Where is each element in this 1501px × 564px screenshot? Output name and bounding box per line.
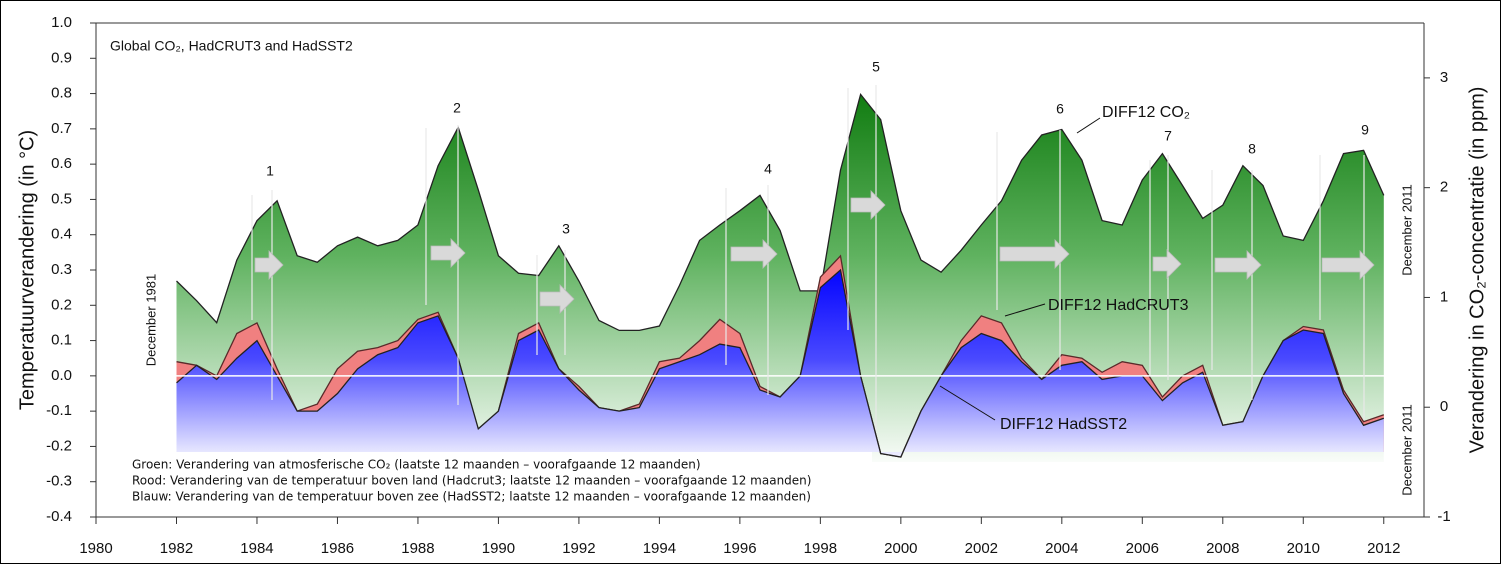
chart-title: Global CO₂, HadCRUT3 and HadSST2	[110, 38, 353, 54]
y2-tick-label: 3	[1440, 69, 1448, 86]
y-tick-label: 0.6	[51, 155, 72, 172]
x-tick-label: 2004	[1045, 540, 1078, 557]
peak-label: 8	[1248, 141, 1256, 157]
arrow	[999, 239, 1070, 269]
y2-tick-label: -1	[1437, 508, 1450, 525]
arrow	[730, 239, 778, 269]
note-text: Blauw: Verandering van de temperatuur bo…	[132, 490, 811, 504]
y2-tick-label: 1	[1440, 288, 1448, 305]
date-label: December 2011	[1399, 184, 1414, 276]
x-tick-label: 1982	[160, 540, 193, 557]
x-tick-label: 1990	[482, 540, 515, 557]
x-tick-label: 2006	[1126, 540, 1159, 557]
x-tick-label: 1992	[562, 540, 595, 557]
area-outline	[176, 268, 1385, 458]
y-axis-label: Temperatuurverandering (in °C)	[16, 130, 38, 410]
arrow	[430, 238, 466, 268]
x-tick-label: 1980	[79, 540, 112, 557]
arrow	[539, 284, 575, 314]
y-tick-label: 0.8	[51, 85, 72, 102]
peak-label: 4	[764, 161, 772, 177]
leader-line	[1076, 117, 1101, 134]
x-tick-label: 1998	[804, 540, 837, 557]
peak-label: 3	[562, 221, 570, 237]
y-tick-label: 0.4	[51, 226, 72, 243]
x-tick-label: 2008	[1206, 540, 1239, 557]
series-label: DIFF12 HadCRUT3	[1048, 297, 1189, 314]
y-tick-label: 0.0	[51, 367, 72, 384]
peak-label: 7	[1164, 128, 1172, 144]
notes-box	[124, 452, 872, 508]
y-tick-label: -0.4	[46, 508, 72, 525]
plot-area	[176, 85, 1386, 463]
x-tick-label: 2012	[1367, 540, 1400, 557]
x-tick-label: 1996	[723, 540, 756, 557]
area	[176, 270, 1384, 457]
arrow	[254, 250, 284, 280]
y-tick-label: 0.5	[51, 190, 72, 207]
x-tick-label: 1984	[240, 540, 273, 557]
peak-label: 1	[266, 163, 274, 179]
date-label: December 1981	[143, 274, 158, 367]
y-tick-label: -0.1	[46, 402, 72, 419]
y-tick-label: 0.9	[51, 49, 72, 66]
x-tick-label: 1988	[401, 540, 434, 557]
area-outline	[176, 92, 1385, 332]
y2-tick-label: 2	[1440, 179, 1448, 196]
arrow	[1321, 250, 1375, 280]
y2-tick-label: 0	[1440, 398, 1448, 415]
y-tick-label: 0.2	[51, 296, 72, 313]
y2-axis-label: Verandering in CO₂-concentratie (in ppm)	[1466, 87, 1488, 454]
leader-line	[939, 385, 996, 421]
y-tick-label: 0.3	[51, 261, 72, 278]
arrow	[850, 190, 886, 220]
peak-label: 2	[453, 100, 461, 116]
x-tick-label: 1994	[643, 540, 676, 557]
y-tick-label: 1.0	[51, 14, 72, 31]
x-tick-label: 1986	[321, 540, 354, 557]
note-text: Rood: Verandering van de temperatuur bov…	[132, 474, 811, 488]
peak-label: 6	[1056, 101, 1064, 117]
arrow	[1152, 249, 1182, 279]
y-tick-label: -0.2	[46, 437, 72, 454]
leader-line	[1004, 303, 1046, 317]
y-tick-label: -0.3	[46, 473, 72, 490]
y-tick-label: 0.1	[51, 332, 72, 349]
arrow	[1214, 250, 1262, 280]
x-tick-label: 2002	[965, 540, 998, 557]
x-tick-label: 2000	[884, 540, 917, 557]
x-tick-label: 2010	[1287, 540, 1320, 557]
note-text: Groen: Verandering van atmosferische CO₂…	[132, 458, 701, 472]
peak-label: 5	[872, 59, 880, 75]
date-label: December 2011	[1399, 404, 1414, 496]
y-tick-label: 0.7	[51, 120, 72, 137]
series-label: DIFF12 HadSST2	[1000, 416, 1127, 433]
peak-label: 9	[1361, 122, 1369, 138]
series-label: DIFF12 CO₂	[1102, 104, 1190, 121]
